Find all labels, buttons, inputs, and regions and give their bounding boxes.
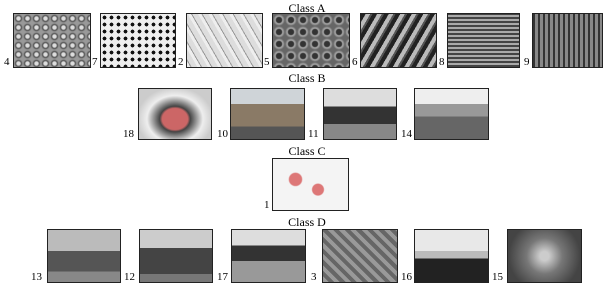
- class-title: Class B: [288, 71, 325, 86]
- image-number: 3: [311, 272, 317, 283]
- image-number: 1: [264, 200, 270, 211]
- thumbnail-image: [323, 88, 397, 140]
- thumbnail-image: [230, 88, 305, 140]
- image-number: 10: [217, 129, 228, 140]
- thumbnail-image: [47, 229, 121, 283]
- image-number: 7: [92, 57, 98, 68]
- image-number: 15: [492, 272, 503, 283]
- thumbnail-image: [322, 229, 398, 283]
- thumbnail-image: [272, 13, 350, 68]
- thumbnail-image: [360, 13, 437, 68]
- image-number: 9: [524, 57, 530, 68]
- image-number: 5: [264, 57, 270, 68]
- thumbnail-image: [100, 13, 176, 68]
- thumbnail-image: [447, 13, 520, 68]
- thumbnail-image: [138, 88, 212, 140]
- image-number: 11: [308, 129, 319, 140]
- image-number: 4: [4, 57, 10, 68]
- thumbnail-image: [414, 88, 489, 140]
- class-title: Class C: [288, 144, 325, 159]
- image-number: 14: [401, 129, 412, 140]
- thumbnail-image: [507, 229, 582, 283]
- image-number: 17: [217, 272, 228, 283]
- thumbnail-image: [231, 229, 306, 283]
- image-number: 8: [439, 57, 445, 68]
- thumbnail-image: [13, 13, 91, 68]
- thumbnail-image: [272, 158, 349, 211]
- image-number: 2: [178, 57, 184, 68]
- thumbnail-image: [139, 229, 213, 283]
- class-title: Class D: [288, 215, 326, 230]
- image-number: 13: [31, 272, 42, 283]
- thumbnail-image: [186, 13, 263, 68]
- image-number: 6: [352, 57, 358, 68]
- thumbnail-image: [532, 13, 603, 68]
- image-number: 18: [123, 129, 134, 140]
- thumbnail-image: [414, 229, 489, 283]
- figure: Class A4725689Class B18101114Class C1Cla…: [0, 0, 605, 289]
- image-number: 16: [401, 272, 412, 283]
- image-number: 12: [124, 272, 135, 283]
